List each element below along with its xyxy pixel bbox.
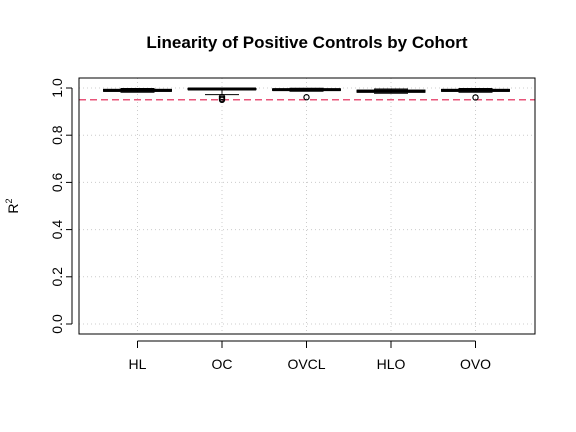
y-tick-label: 0.6 [49, 172, 65, 192]
box-hl [103, 87, 172, 93]
outlier-point [472, 94, 479, 101]
x-tick-label: OVO [460, 356, 491, 372]
y-tick-label: 1.0 [49, 78, 65, 98]
x-tick-label: HL [129, 356, 147, 372]
x-tick-label: OVCL [287, 356, 325, 372]
box-ovo [441, 87, 510, 101]
boxes [103, 87, 510, 104]
y-tick-label: 0.8 [49, 125, 65, 145]
x-tick-label: OC [212, 356, 233, 372]
grid [79, 78, 535, 334]
box-oc [187, 87, 257, 104]
x-axis: HL OC OVCL HLO OVO [129, 340, 491, 372]
y-tick-label: 0.2 [49, 267, 65, 287]
outlier-point [303, 94, 310, 101]
box-hlo [356, 88, 426, 94]
y-tick-label: 0.4 [49, 220, 65, 240]
x-tick-label: HLO [377, 356, 406, 372]
chart-title: Linearity of Positive Controls by Cohort [146, 33, 467, 52]
box-ovcl [272, 87, 341, 101]
y-tick-label: 0.0 [49, 314, 65, 334]
outlier-point [218, 96, 226, 104]
y-axis: 0.0 0.2 0.4 0.6 0.8 1.0 [49, 78, 73, 334]
y-axis-label: R2 [4, 198, 21, 213]
plot-frame [78, 77, 536, 335]
